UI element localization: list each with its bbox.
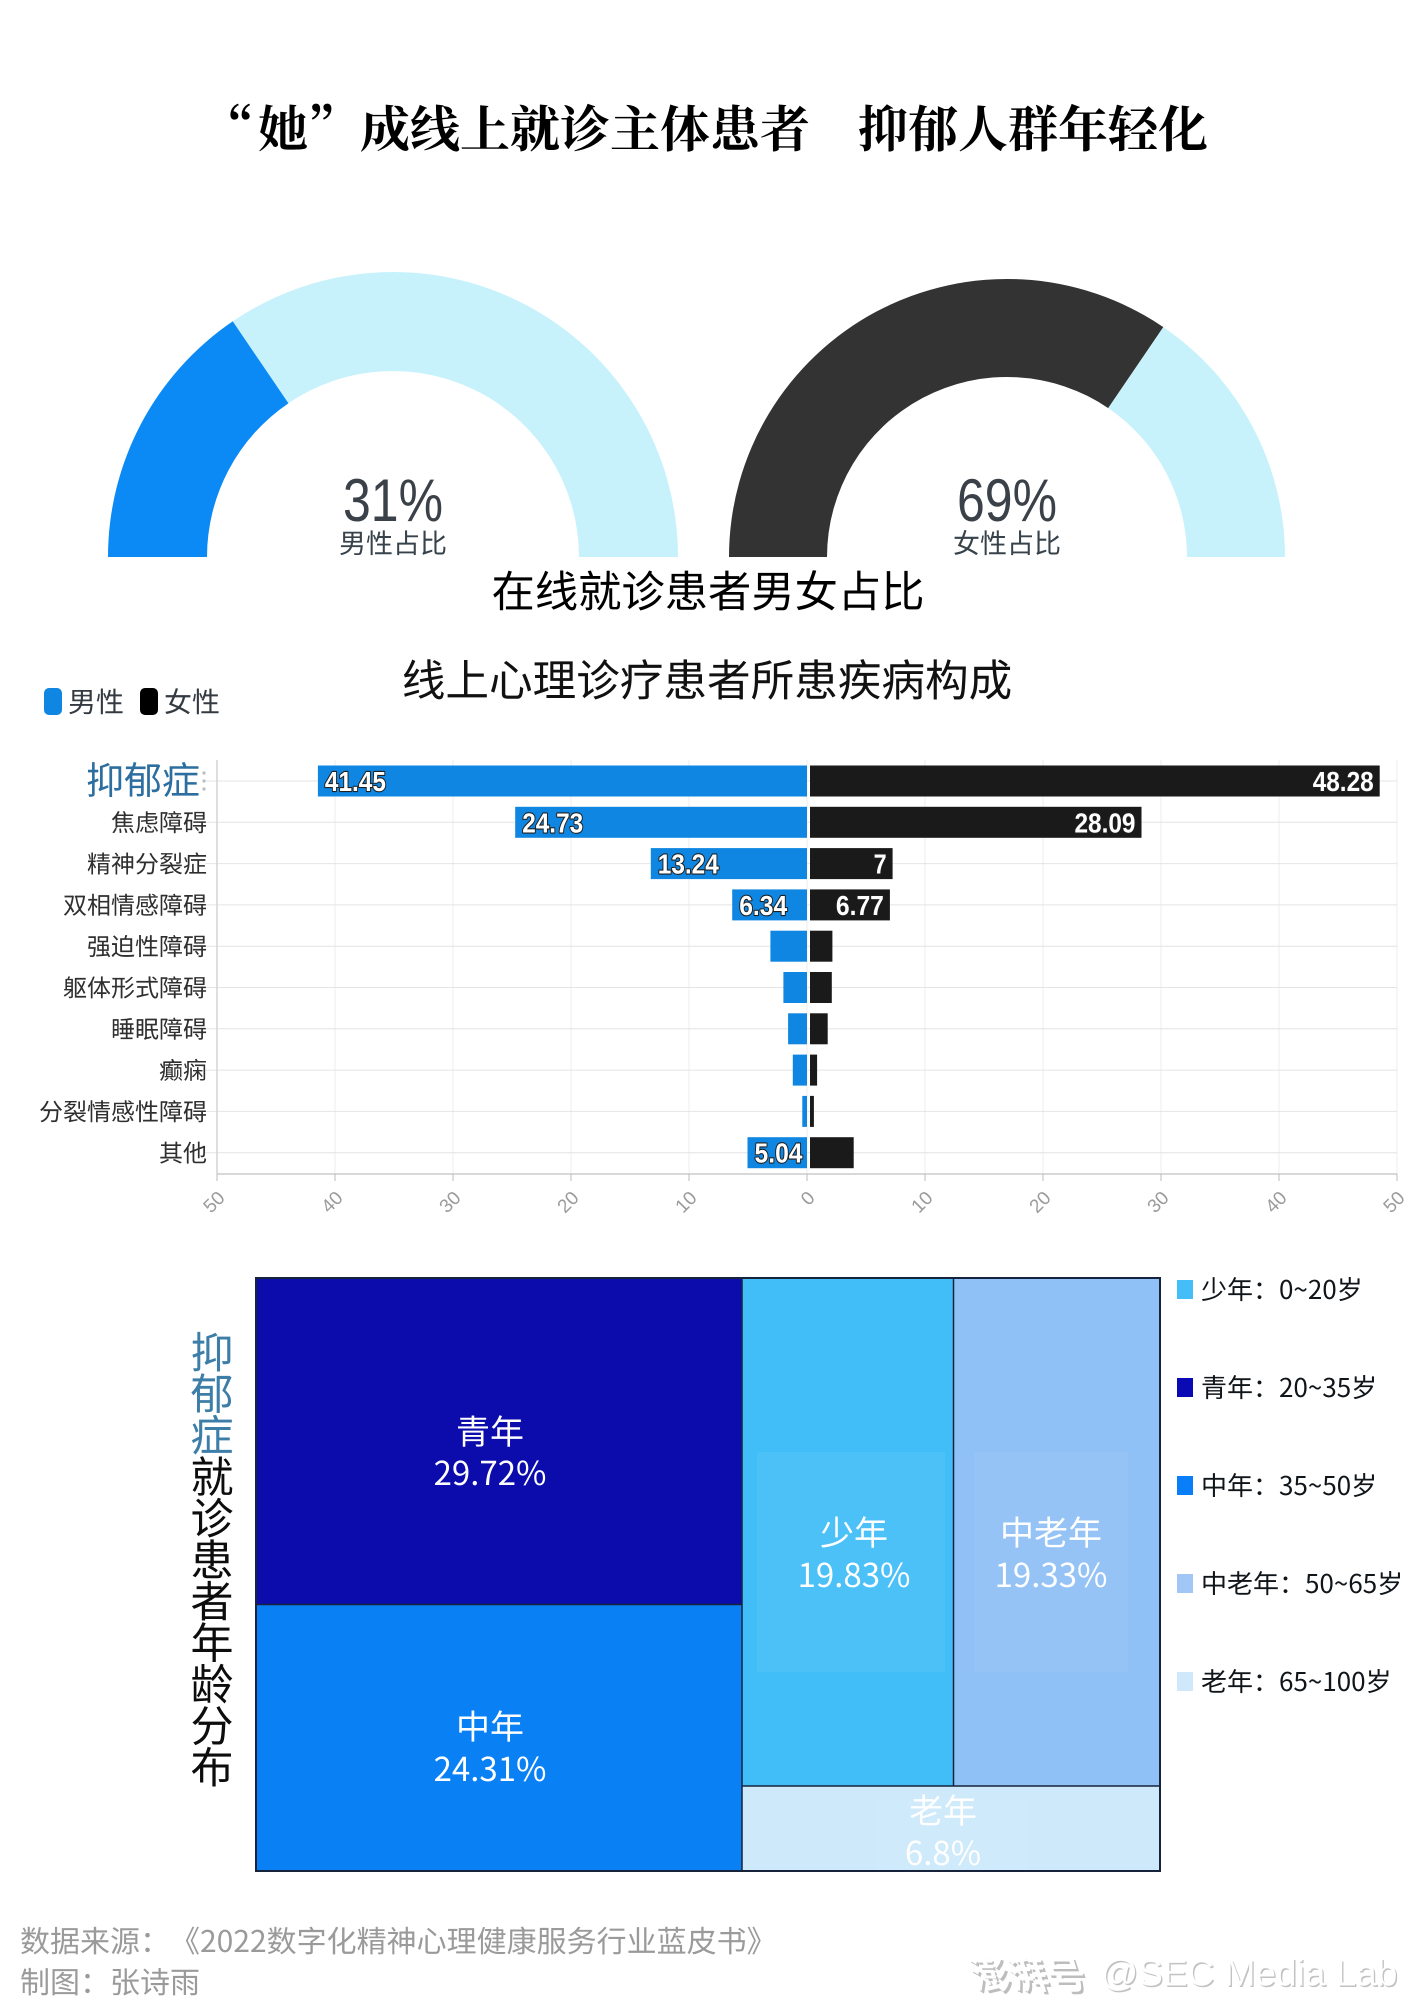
svg-text:69%: 69% xyxy=(957,467,1057,534)
svg-text:6.77: 6.77 xyxy=(836,890,884,921)
svg-text:5.04: 5.04 xyxy=(755,1138,803,1169)
svg-text:@SEC Media Lab: @SEC Media Lab xyxy=(1102,1954,1399,1995)
svg-text:13.24: 13.24 xyxy=(658,849,719,880)
svg-text:7: 7 xyxy=(874,849,887,880)
svg-text:24.73: 24.73 xyxy=(522,807,583,838)
svg-text:41.45: 41.45 xyxy=(325,766,386,797)
svg-text:6.34: 6.34 xyxy=(739,890,787,921)
svg-text:@SEC Media Lab: @SEC Media Lab xyxy=(1101,1953,1398,1994)
svg-text:48.28: 48.28 xyxy=(1313,766,1374,797)
svg-text:31%: 31% xyxy=(343,467,443,534)
svg-text:28.09: 28.09 xyxy=(1075,807,1136,838)
